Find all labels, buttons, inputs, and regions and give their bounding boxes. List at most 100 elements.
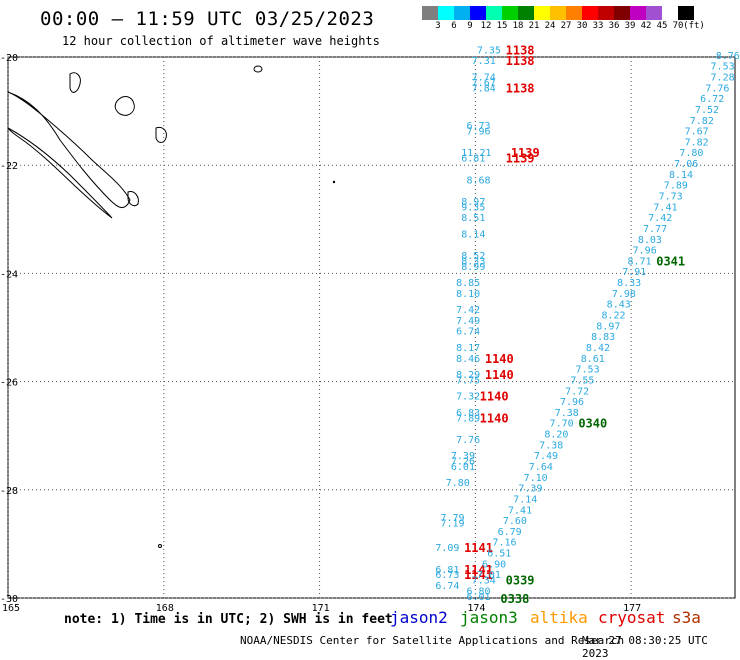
color-swatch bbox=[422, 6, 438, 20]
swh-value: 7.80 bbox=[446, 478, 470, 489]
legend-s3a: s3a bbox=[672, 608, 701, 627]
color-scale-label: 21 bbox=[528, 21, 540, 31]
pass-time-label: 0341 bbox=[656, 254, 685, 268]
island-outline bbox=[155, 127, 167, 143]
color-scale-bar bbox=[422, 6, 694, 20]
swh-value: 6.73 bbox=[435, 570, 459, 581]
island-outline bbox=[114, 96, 135, 116]
swh-value: 7.89 bbox=[664, 181, 688, 192]
swh-value: 7.09 bbox=[435, 543, 459, 554]
swh-value: 6.79 bbox=[498, 527, 522, 538]
swh-value: 6.74 bbox=[456, 327, 480, 338]
swh-value: 7.49 bbox=[456, 316, 480, 327]
swh-value: 7.49 bbox=[534, 451, 558, 462]
color-scale-label: 15 bbox=[496, 21, 508, 31]
color-scale-label: 6 bbox=[451, 21, 457, 31]
swh-value: 9.35 bbox=[461, 202, 485, 213]
island-outline bbox=[127, 191, 139, 207]
footer-credit: NOAA/NESDIS Center for Satellite Applica… bbox=[240, 634, 625, 647]
swh-value: 7.96 bbox=[560, 397, 584, 408]
swh-value: 8.14 bbox=[669, 170, 693, 181]
color-swatch bbox=[582, 6, 598, 20]
pass-time-label: 1138 bbox=[506, 43, 535, 57]
swh-value: 7.35 bbox=[477, 45, 501, 56]
color-swatch bbox=[502, 6, 518, 20]
swh-value: 8.76 bbox=[716, 51, 740, 62]
swh-value: 8.22 bbox=[601, 311, 625, 322]
color-scale-label: 42 bbox=[640, 21, 652, 31]
swh-value: 7.82 bbox=[685, 137, 709, 148]
swh-value: 8.10 bbox=[456, 289, 480, 300]
swh-value: 7.41 bbox=[508, 505, 532, 516]
swh-value: 7.53 bbox=[711, 62, 735, 73]
swh-value: 8.61 bbox=[581, 354, 605, 365]
swh-value: 7.64 bbox=[529, 462, 553, 473]
swh-value: 7.14 bbox=[513, 494, 537, 505]
color-swatch bbox=[518, 6, 534, 20]
color-scale-label: 24 bbox=[544, 21, 556, 31]
color-swatch bbox=[454, 6, 470, 20]
legend-jason2: jason2 bbox=[390, 608, 448, 627]
swh-value: 8.85 bbox=[456, 278, 480, 289]
swh-value: 8.97 bbox=[596, 321, 620, 332]
color-scale-label: (ft) bbox=[683, 21, 705, 31]
swh-value: 8.43 bbox=[607, 300, 631, 311]
swh-value: 7.55 bbox=[570, 375, 594, 386]
swh-value: 8.99 bbox=[461, 262, 485, 273]
color-swatch bbox=[630, 6, 646, 20]
swh-value: 6.72 bbox=[700, 94, 724, 105]
color-swatch bbox=[662, 6, 678, 20]
pass-time-label: 1138 bbox=[506, 81, 535, 95]
swh-value: 11.21 bbox=[461, 148, 491, 159]
swh-value: 8.29 bbox=[456, 370, 480, 381]
color-scale-labels: 3 6 9 12 15 18 21 24 27 30 33 36 39 42 45 70 (ft) bbox=[422, 21, 740, 35]
swh-value: 6.01 bbox=[451, 462, 475, 473]
swh-value: 7.77 bbox=[643, 224, 667, 235]
island-outline bbox=[69, 72, 81, 93]
legend-jason3: jason3 bbox=[460, 608, 518, 627]
pass-time-label: 1140 bbox=[480, 390, 509, 404]
swh-value: 7.67 bbox=[685, 127, 709, 138]
color-scale-label: 27 bbox=[560, 21, 572, 31]
pass-time-label: 1141 bbox=[464, 563, 493, 577]
swh-value: 8.33 bbox=[461, 256, 485, 267]
swh-value: 7.80 bbox=[679, 148, 703, 159]
swh-value: 7.41 bbox=[653, 202, 677, 213]
swh-value: 7.76 bbox=[705, 83, 729, 94]
pass-time-label: 1140 bbox=[485, 368, 514, 382]
swh-value: 7.96 bbox=[633, 246, 657, 257]
lat-label: -24 bbox=[0, 269, 18, 280]
swh-value: 7.32 bbox=[456, 392, 480, 403]
swh-value: 8.51 bbox=[461, 213, 485, 224]
pass-time-label: 1141 bbox=[464, 541, 493, 555]
color-scale-label: 39 bbox=[624, 21, 636, 31]
pass-time-label: 1138 bbox=[506, 54, 535, 68]
color-swatch bbox=[438, 6, 454, 20]
swh-value: 8.42 bbox=[586, 343, 610, 354]
swh-value: 6.51 bbox=[487, 549, 511, 560]
legend-cryosat: cryosat bbox=[598, 608, 666, 627]
swh-value: 7.79 bbox=[441, 513, 465, 524]
swh-value: 8.20 bbox=[544, 430, 568, 441]
color-swatch bbox=[614, 6, 630, 20]
swh-value: 7.31 bbox=[472, 56, 496, 67]
lat-label: -30 bbox=[0, 594, 18, 605]
color-scale-label: 36 bbox=[608, 21, 620, 31]
swh-value: 7.74 bbox=[472, 72, 496, 83]
chart-subtitle: 12 hour collection of altimeter wave hei… bbox=[62, 34, 380, 48]
swh-value: 6.83 bbox=[456, 408, 480, 419]
swh-value: 7.42 bbox=[456, 305, 480, 316]
color-swatch bbox=[566, 6, 582, 20]
swh-value: 7.82 bbox=[690, 116, 714, 127]
color-scale-label: 70 bbox=[672, 21, 684, 31]
swh-value: 8.17 bbox=[456, 343, 480, 354]
swh-value: 6.80 bbox=[466, 586, 490, 597]
swh-value: 7.42 bbox=[648, 213, 672, 224]
lon-label: 171 bbox=[312, 603, 330, 614]
units-note: note: 1) Time is in UTC; 2) SWH is in fe… bbox=[64, 612, 393, 627]
swh-value: 7.89 bbox=[456, 413, 480, 424]
swh-value: 7.39 bbox=[518, 484, 542, 495]
swh-value: 6.81 bbox=[435, 565, 459, 576]
island-outline bbox=[253, 65, 263, 73]
